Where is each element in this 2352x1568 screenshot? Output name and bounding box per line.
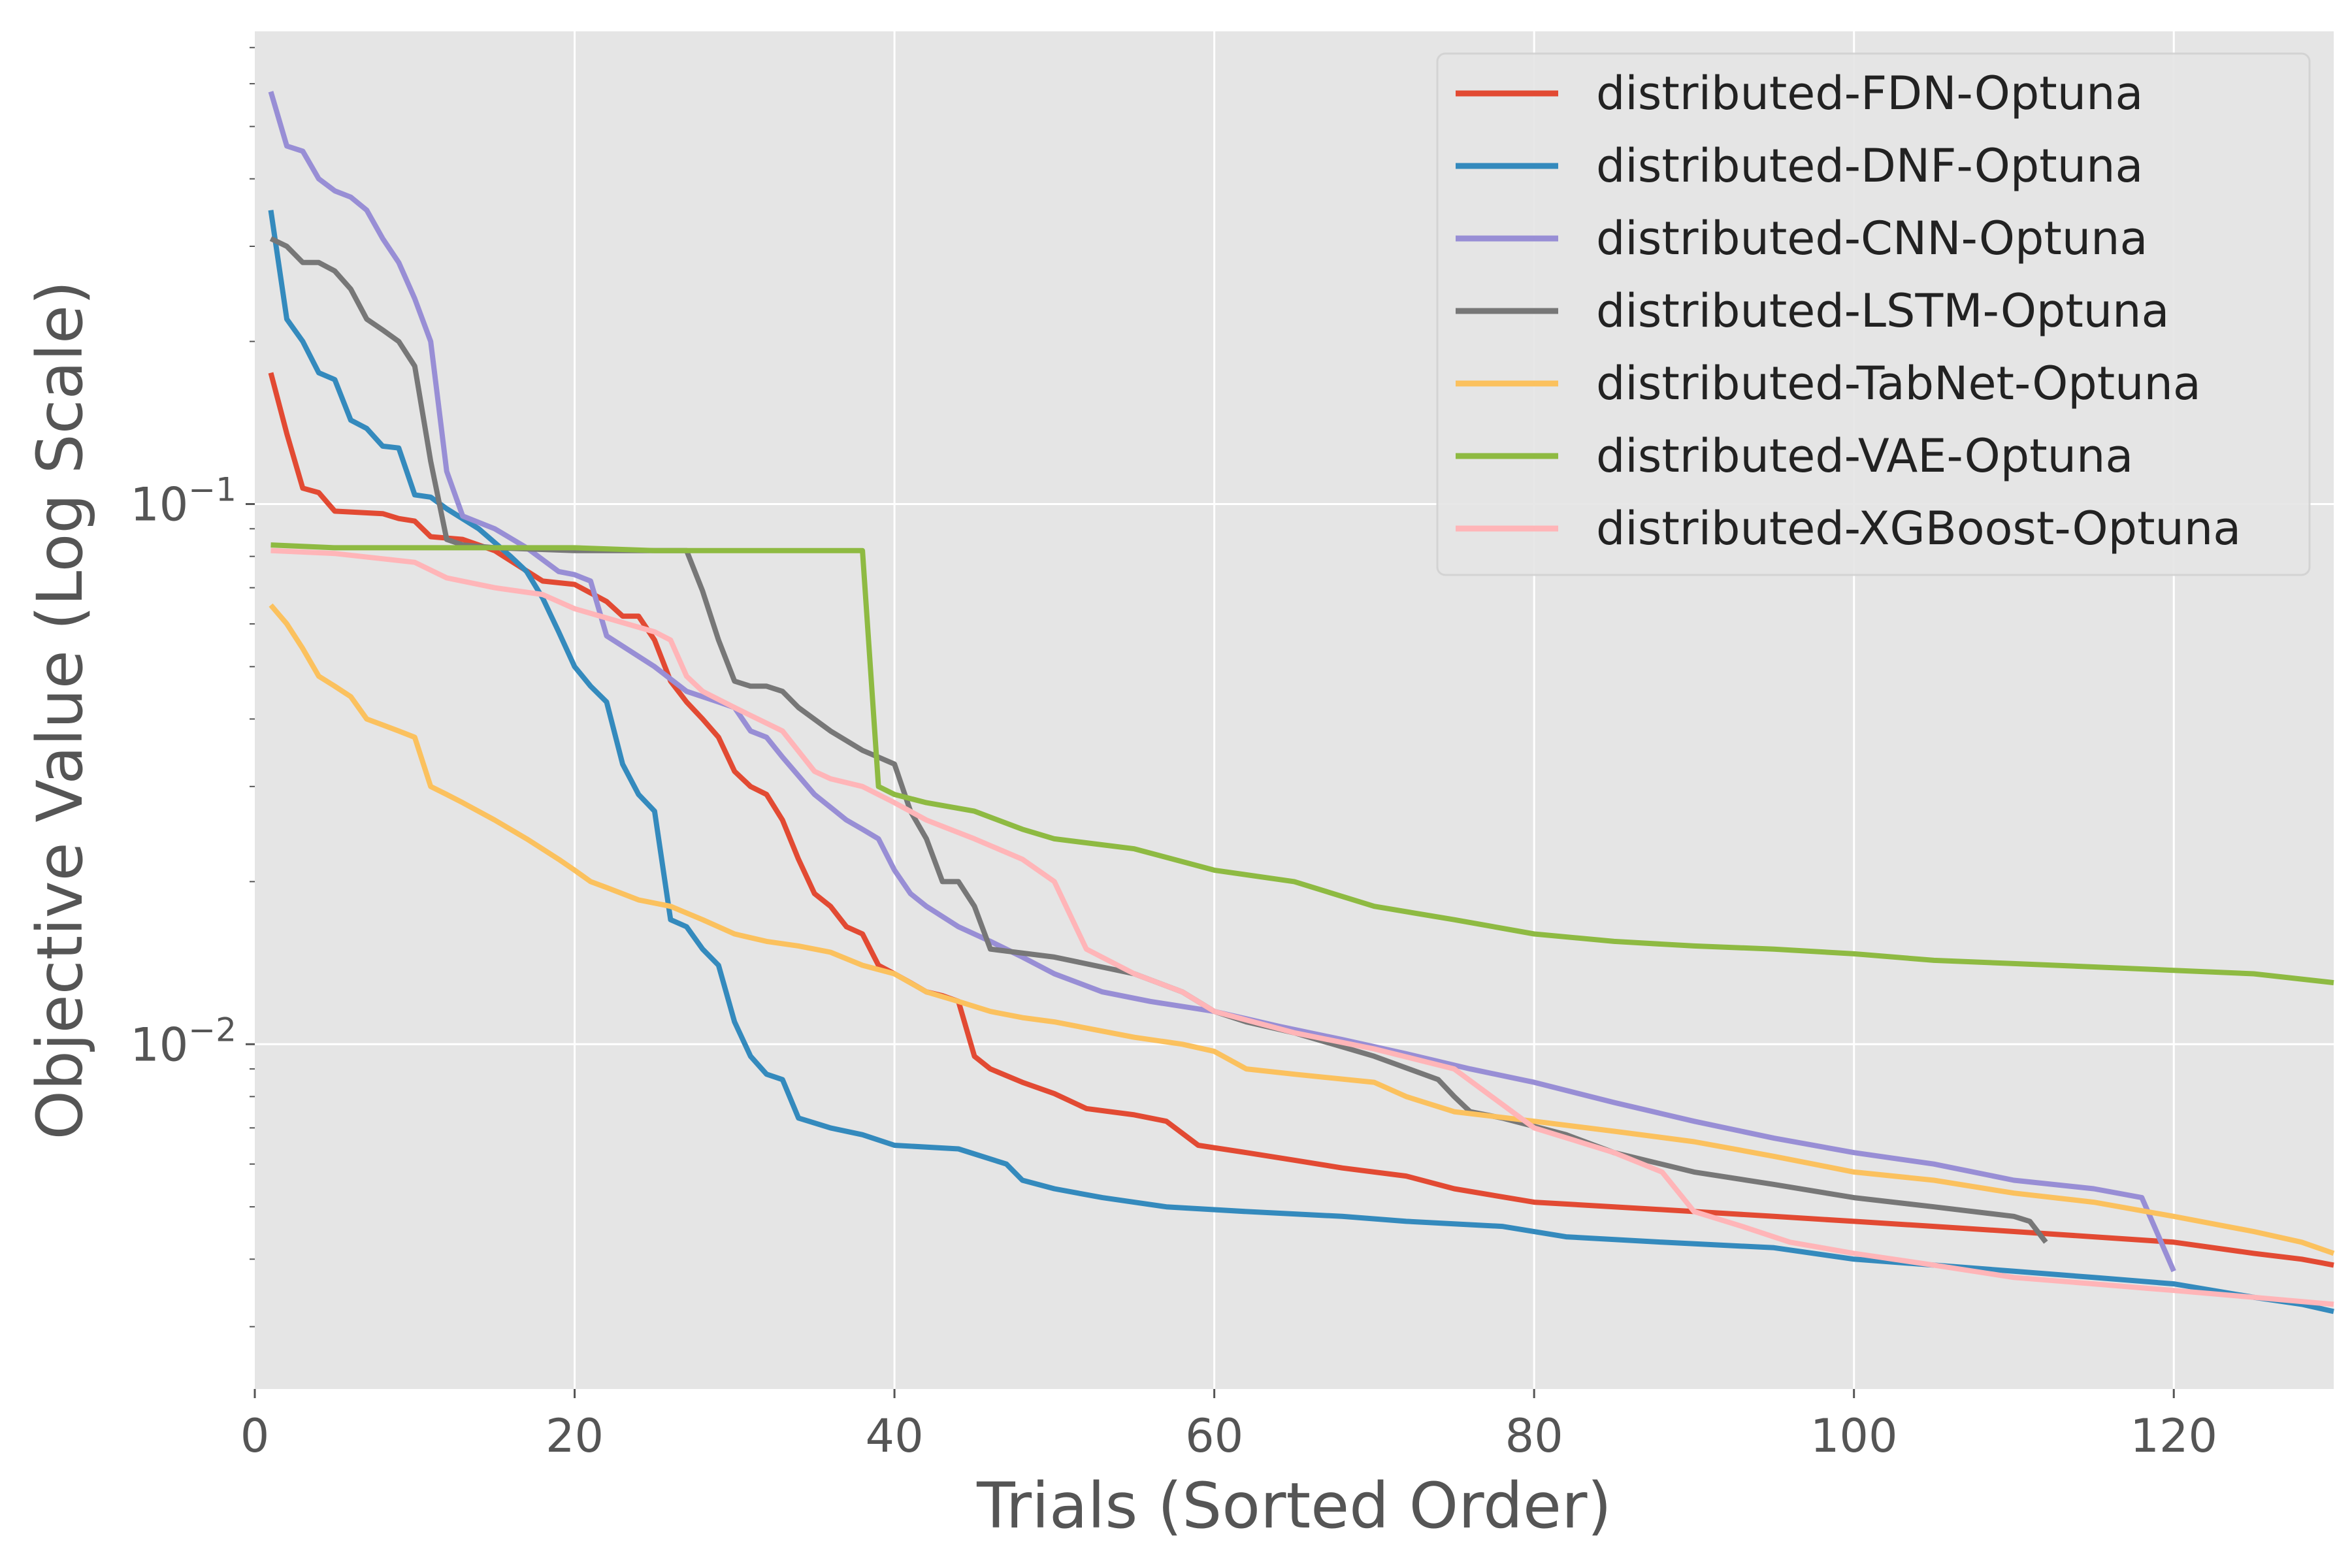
legend-label: distributed-XGBoost-Optuna [1596, 502, 2241, 555]
legend-items: distributed-FDN-Optuna distributed-DNF-Op… [1456, 67, 2241, 555]
x-tick-label: 60 [1185, 1409, 1243, 1463]
legend-label: distributed-TabNet-Optuna [1596, 357, 2201, 410]
x-tick-label: 0 [240, 1409, 270, 1463]
x-tick-label: 20 [546, 1409, 604, 1463]
series-line-distributed-vae-optuna [270, 542, 2334, 986]
legend: distributed-FDN-Optuna distributed-DNF-Op… [1436, 52, 2311, 576]
series-line-distributed-xgboost-optuna [270, 547, 2334, 1307]
y-tick-label: 10−1 [130, 470, 237, 531]
legend-label: distributed-CNN-Optuna [1596, 212, 2148, 265]
series-lines [268, 91, 2335, 1315]
legend-label: distributed-VAE-Optuna [1596, 429, 2133, 483]
legend-frame [1436, 52, 2311, 576]
legend-label: distributed-FDN-Optuna [1596, 67, 2143, 120]
legend-label: distributed-LSTM-Optuna [1596, 284, 2169, 338]
x-tick-label: 80 [1505, 1409, 1563, 1463]
y-axis-label: Objective Value (Log Scale) [24, 280, 97, 1139]
series-line-distributed-dnf-optuna [268, 210, 2334, 1315]
x-axis-label: Trials (Sorted Order) [976, 1469, 1612, 1543]
x-axis-ticks: 0 20 40 60 80 100 120 [240, 1389, 2217, 1463]
series-line-distributed-fdn-optuna [268, 372, 2334, 1268]
x-tick-label: 100 [1810, 1409, 1898, 1463]
x-tick-label: 120 [2130, 1409, 2217, 1463]
legend-label: distributed-DNF-Optuna [1596, 139, 2143, 193]
y-tick-label: 10−2 [130, 1011, 237, 1071]
series-line-distributed-tabnet-optuna [269, 603, 2335, 1256]
series-line-distributed-cnn-optuna [268, 91, 2176, 1273]
y-axis-ticks: 10−1 10−2 [130, 46, 255, 1328]
x-tick-label: 40 [866, 1409, 924, 1463]
